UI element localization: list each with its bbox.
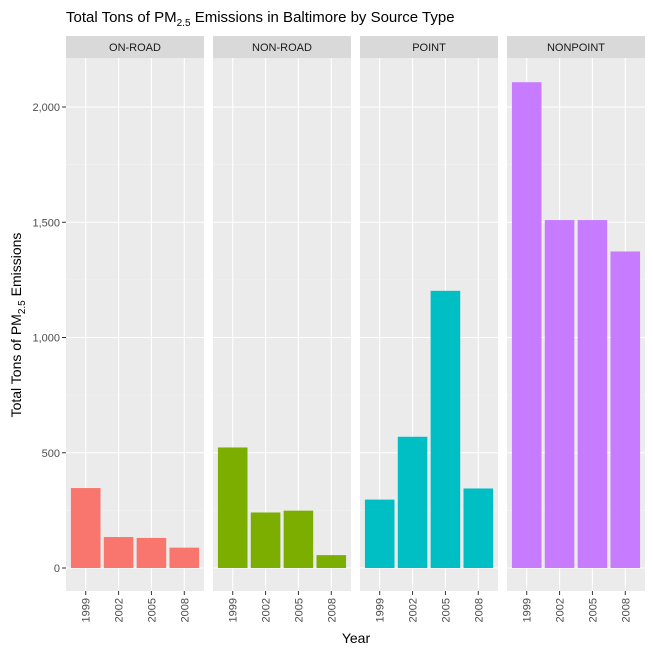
facet-panel-nonpoint: NONPOINT 1999 2002 2005 2008	[507, 36, 645, 622]
facet-strip-label: NONPOINT	[547, 42, 605, 54]
bar-2005	[283, 510, 314, 568]
x-tick-label: 2002	[261, 598, 273, 622]
facet-strip-label: ON-ROAD	[109, 42, 161, 54]
x-tick-label: 2005	[440, 598, 452, 622]
x-tick-label: 2008	[326, 598, 338, 622]
bar-1999	[217, 447, 248, 568]
x-tick-label: 2005	[293, 598, 305, 622]
x-tick-label: 1999	[228, 598, 240, 622]
y-axis-title: Total Tons of PM2.5 Emissions	[8, 233, 28, 418]
bar-2002	[397, 436, 428, 568]
x-tick-label: 1999	[522, 598, 534, 622]
bar-1999	[511, 82, 542, 569]
x-axis-title: Year	[342, 630, 371, 646]
x-tick-label: 2002	[408, 598, 420, 622]
facet-strip	[360, 36, 498, 58]
x-tick-label: 2005	[146, 598, 158, 622]
bar-2002	[250, 512, 281, 568]
bar-1999	[364, 499, 395, 568]
y-tick-label: 0	[54, 563, 60, 575]
facet-strip-label: NON-ROAD	[252, 42, 312, 54]
facet-strip	[507, 36, 645, 58]
y-tick-label: 1,500	[32, 217, 60, 229]
facet-panel-point: POINT 1999 2002 2005 2008	[360, 36, 498, 622]
x-tick-label: 2008	[620, 598, 632, 622]
chart-title: Total Tons of PM2.5 Emissions in Baltimo…	[66, 9, 455, 29]
bar-2002	[103, 537, 134, 568]
facet-strip-label: POINT	[412, 42, 446, 54]
y-tick-label: 500	[42, 448, 60, 460]
bar-2008	[463, 488, 494, 568]
bar-2008	[316, 555, 347, 568]
bar-1999	[70, 488, 101, 568]
x-tick-label: 2002	[114, 598, 126, 622]
bar-2008	[169, 547, 200, 568]
bar-2002	[544, 220, 575, 569]
bar-2005	[577, 220, 608, 569]
facet-panel-on-road: ON-ROAD 1999 2002 2005 2008	[66, 36, 204, 622]
x-tick-label: 1999	[81, 598, 93, 622]
y-tick-label: 2,000	[32, 102, 60, 114]
facet-panel-non-road: NON-ROAD 1999 2002 2005 2008	[213, 36, 351, 622]
facet-panels: ON-ROAD 1999 2002 2005 2008 NON-ROAD 1999 2002 2…	[66, 36, 645, 622]
y-tick-label: 1,000	[32, 333, 60, 345]
x-tick-label: 1999	[375, 598, 387, 622]
x-tick-label: 2008	[473, 598, 485, 622]
bar-2005	[430, 290, 461, 568]
bar-2008	[610, 251, 641, 568]
y-axis: 0 500 1,000 1,500 2,000	[32, 102, 66, 575]
facet-strip	[213, 36, 351, 58]
facet-strip	[66, 36, 204, 58]
bar-2005	[136, 537, 167, 568]
x-tick-label: 2008	[179, 598, 191, 622]
x-tick-label: 2002	[555, 598, 567, 622]
x-tick-label: 2005	[587, 598, 599, 622]
